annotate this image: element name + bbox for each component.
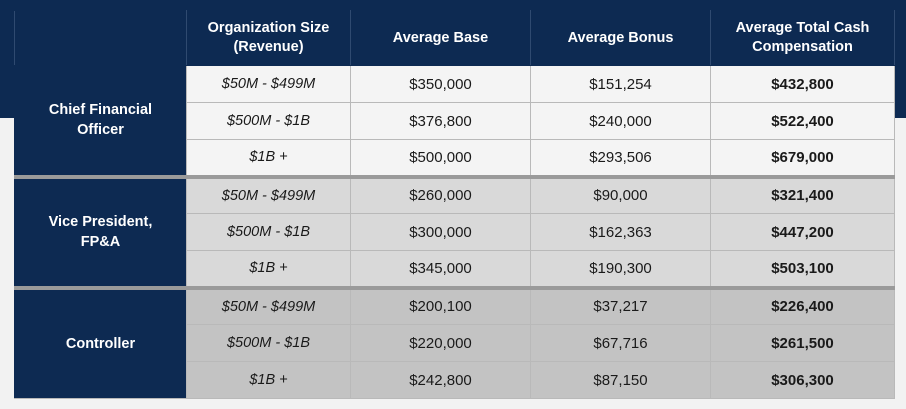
header-role-blank: [14, 10, 187, 66]
org-size-cell: $1B +: [186, 361, 351, 399]
avg-bonus-cell: $162,363: [530, 213, 711, 251]
table-row: Controller $50M - $499M $200,100 $37,217 $22…: [14, 285, 895, 399]
avg-bonus-cell: $293,506: [530, 139, 711, 177]
header-org-size: Organization Size (Revenue): [186, 10, 351, 66]
avg-base-cell: $200,100: [350, 285, 531, 325]
table-row: $1B + $345,000 $190,300 $503,100: [15, 250, 895, 288]
avg-base-cell: $500,000: [350, 139, 531, 177]
avg-base-cell: $350,000: [350, 65, 531, 103]
avg-base-cell: $345,000: [350, 250, 531, 288]
header-avg-base: Average Base: [350, 10, 531, 66]
role-group: Controller $50M - $499M $200,100 $37,217 $22…: [14, 285, 895, 399]
org-size-cell: $500M - $1B: [186, 213, 351, 251]
header-avg-total: Average Total Cash Compensation: [710, 10, 895, 66]
avg-total-cell: $679,000: [710, 139, 895, 177]
avg-base-cell: $300,000: [350, 213, 531, 251]
avg-bonus-cell: $90,000: [530, 174, 711, 214]
compensation-table: Organization Size (Revenue) Average Base…: [14, 10, 895, 399]
avg-bonus-cell: $87,150: [530, 361, 711, 399]
avg-total-cell: $306,300: [710, 361, 895, 399]
table-row: Chief Financial Officer $50M - $499M $350,…: [14, 65, 895, 177]
table-row: $1B + $500,000 $293,506 $679,000: [15, 139, 895, 177]
header-avg-bonus: Average Bonus: [530, 10, 711, 66]
avg-base-cell: $242,800: [350, 361, 531, 399]
table-row: $500M - $1B $220,000 $67,716 $261,500: [15, 324, 895, 362]
avg-total-cell: $261,500: [710, 324, 895, 362]
org-size-cell: $500M - $1B: [186, 324, 351, 362]
avg-total-cell: $432,800: [710, 65, 895, 103]
role-group: Chief Financial Officer $50M - $499M $350,…: [14, 65, 895, 177]
org-size-cell: $1B +: [186, 139, 351, 177]
table-row: $500M - $1B $300,000 $162,363 $447,200: [15, 213, 895, 251]
avg-bonus-cell: $37,217: [530, 285, 711, 325]
avg-base-cell: $260,000: [350, 174, 531, 214]
role-group: Vice President, FP&A $50M - $499M $260,000…: [14, 174, 895, 288]
role-label: Vice President, FP&A: [14, 174, 187, 288]
table-header: Organization Size (Revenue) Average Base…: [14, 10, 895, 66]
avg-total-cell: $503,100: [710, 250, 895, 288]
role-label: Controller: [14, 285, 187, 399]
org-size-cell: $1B +: [186, 250, 351, 288]
org-size-cell: $50M - $499M: [186, 174, 351, 214]
avg-bonus-cell: $190,300: [530, 250, 711, 288]
avg-bonus-cell: $151,254: [530, 65, 711, 103]
avg-total-cell: $522,400: [710, 102, 895, 140]
org-size-cell: $50M - $499M: [186, 285, 351, 325]
role-label: Chief Financial Officer: [14, 65, 187, 177]
avg-total-cell: $447,200: [710, 213, 895, 251]
table-row: $500M - $1B $376,800 $240,000 $522,400: [15, 102, 895, 140]
avg-bonus-cell: $67,716: [530, 324, 711, 362]
avg-base-cell: $220,000: [350, 324, 531, 362]
org-size-cell: $500M - $1B: [186, 102, 351, 140]
table-row: Vice President, FP&A $50M - $499M $260,000…: [14, 174, 895, 288]
avg-total-cell: $226,400: [710, 285, 895, 325]
avg-bonus-cell: $240,000: [530, 102, 711, 140]
avg-total-cell: $321,400: [710, 174, 895, 214]
table-row: $1B + $242,800 $87,150 $306,300: [15, 361, 895, 399]
org-size-cell: $50M - $499M: [186, 65, 351, 103]
avg-base-cell: $376,800: [350, 102, 531, 140]
